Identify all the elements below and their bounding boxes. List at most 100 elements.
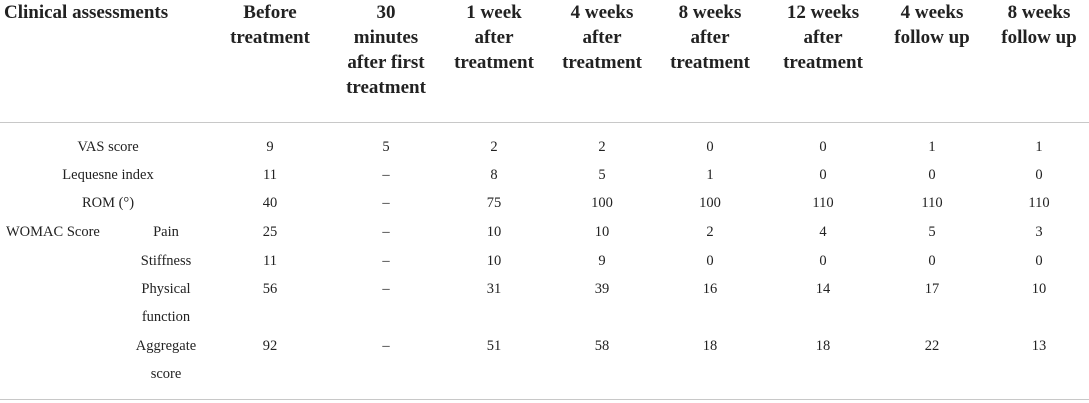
table-cell: 2 xyxy=(490,139,498,155)
table-cell: 110 xyxy=(1028,195,1050,211)
table-cell: 51 xyxy=(486,338,502,354)
table-cell: 0 xyxy=(706,253,714,269)
text-line: 4 weeks xyxy=(900,2,964,23)
table-cell: 11 xyxy=(263,253,277,269)
table-cell: 10 xyxy=(486,253,502,269)
table-cell: 5 xyxy=(598,167,606,183)
table-cell: 3 xyxy=(1035,224,1043,240)
column-header: 1 week after treatment xyxy=(444,0,544,75)
text-line: 1 week xyxy=(466,2,522,23)
table-cell: – xyxy=(382,224,390,240)
text-line: after xyxy=(803,27,843,48)
table-cell: 1 xyxy=(706,167,714,183)
text-line: treatment xyxy=(454,52,534,73)
table-cell: 40 xyxy=(262,195,278,211)
table-cell: 4 xyxy=(819,224,827,240)
table-cell: – xyxy=(382,167,390,183)
table-cell: 56 xyxy=(262,281,278,297)
table-cell: 18 xyxy=(815,338,831,354)
text-line: follow up xyxy=(894,27,970,48)
text-line: treatment xyxy=(230,27,310,48)
column-header: 4 weeks follow up xyxy=(882,0,982,50)
text-line: 12 weeks xyxy=(786,2,860,23)
table-cell: 8 xyxy=(490,167,498,183)
row-label: Stiffness xyxy=(91,247,241,275)
table-cell: 11 xyxy=(263,167,277,183)
text-line: treatment xyxy=(562,52,642,73)
text-line: after first xyxy=(347,52,425,73)
row-label: Lequesne index xyxy=(33,161,183,189)
table-cell: 0 xyxy=(1035,167,1043,183)
table-cell: 2 xyxy=(598,139,606,155)
text-line: ROM (°) xyxy=(81,195,135,211)
table-cell: 0 xyxy=(819,167,827,183)
table-cell: 110 xyxy=(921,195,943,211)
table-cell: 14 xyxy=(815,281,831,297)
table-cell: 10 xyxy=(1031,281,1047,297)
column-header: 8 weeks after treatment xyxy=(660,0,760,75)
table-cell: 31 xyxy=(486,281,502,297)
table-cell: 92 xyxy=(262,338,278,354)
table-cell: 0 xyxy=(1035,253,1043,269)
table-cell: 18 xyxy=(702,338,718,354)
column-header: Clinical assessments xyxy=(4,0,168,25)
text-line: after xyxy=(474,27,514,48)
column-header: 8 weeks follow up xyxy=(989,0,1089,50)
table-cell: 10 xyxy=(594,224,610,240)
table-cell: 0 xyxy=(928,253,936,269)
table-cell: 22 xyxy=(924,338,940,354)
row-label: Physical function xyxy=(91,275,241,331)
column-header: 12 weeks after treatment xyxy=(768,0,878,75)
text-line: 30 xyxy=(376,2,396,23)
table-cell: 25 xyxy=(262,224,278,240)
table-cell: 2 xyxy=(706,224,714,240)
table-rule xyxy=(0,399,1089,400)
table-rule xyxy=(0,122,1089,123)
text-line: follow up xyxy=(1001,27,1077,48)
text-line: Lequesne index xyxy=(62,167,154,183)
table-cell: – xyxy=(382,195,390,211)
text-line: Clinical assessments xyxy=(4,2,169,23)
text-line: function xyxy=(141,309,191,325)
text-line: 4 weeks xyxy=(570,2,634,23)
text-line: Pain xyxy=(153,224,179,240)
text-line: treatment xyxy=(670,52,750,73)
table-cell: 16 xyxy=(702,281,718,297)
table-cell: 110 xyxy=(812,195,834,211)
table-cell: – xyxy=(382,338,390,354)
text-line: treatment xyxy=(783,52,863,73)
row-label: ROM (°) xyxy=(33,189,183,217)
table-cell: 0 xyxy=(819,253,827,269)
table-cell: 0 xyxy=(819,139,827,155)
table-cell: – xyxy=(382,281,390,297)
text-line: Before xyxy=(243,2,297,23)
row-group-label: WOMAC Score xyxy=(6,224,100,240)
table-cell: 9 xyxy=(598,253,606,269)
text-line: 8 weeks xyxy=(1007,2,1071,23)
table-cell: 100 xyxy=(591,195,613,211)
text-line: after xyxy=(690,27,730,48)
row-label: Pain xyxy=(91,218,241,246)
text-line: 8 weeks xyxy=(678,2,742,23)
text-line: minutes xyxy=(353,27,419,48)
table-cell: 9 xyxy=(266,139,274,155)
table-cell: 10 xyxy=(486,224,502,240)
column-header: 4 weeks after treatment xyxy=(552,0,652,75)
table-cell: 5 xyxy=(928,224,936,240)
text-line: score xyxy=(150,366,182,382)
text-line: after xyxy=(582,27,622,48)
column-header: Before treatment xyxy=(215,0,325,50)
row-label: Aggregate score xyxy=(91,332,241,388)
table-cell: – xyxy=(382,253,390,269)
text-line: Physical xyxy=(141,281,191,297)
table-cell: 0 xyxy=(706,139,714,155)
column-header: 30 minutes after first treatment xyxy=(331,0,441,100)
row-label: VAS score xyxy=(33,133,183,161)
text-line: treatment xyxy=(346,77,426,98)
table-cell: 75 xyxy=(486,195,502,211)
table-cell: 100 xyxy=(699,195,721,211)
table-cell: 58 xyxy=(594,338,610,354)
table-cell: 39 xyxy=(594,281,610,297)
text-line: VAS score xyxy=(77,139,139,155)
table-cell: 1 xyxy=(928,139,936,155)
